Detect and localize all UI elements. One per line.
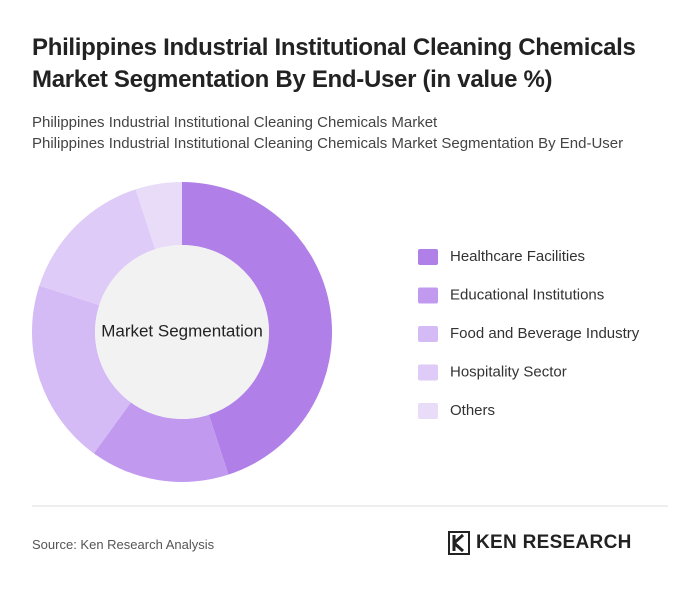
legend-swatch: [418, 364, 438, 381]
logo: KEN RESEARCH: [448, 531, 632, 555]
legend-swatch: [418, 403, 438, 419]
source: Source: Ken Research Analysis: [32, 537, 215, 552]
slice: [182, 182, 333, 475]
legend-label: Healthcare Facilities: [450, 248, 585, 265]
slice: [39, 189, 156, 306]
legend-swatch: [418, 287, 438, 304]
subtitle: Philippines Industrial Institutional Cle…: [32, 135, 624, 152]
slice: [135, 182, 182, 250]
legend-label: Educational Institutions: [450, 286, 604, 303]
legend-swatch: [418, 249, 438, 265]
legend-label: Hospitality Sector: [450, 363, 567, 380]
center-label: Market Segmentation: [101, 321, 263, 340]
legend-label: Food and Beverage Industry: [450, 325, 640, 342]
donut-center: [95, 245, 269, 419]
logo-icon: [448, 531, 470, 555]
legend-swatch: [418, 326, 438, 342]
logo-text: KEN RESEARCH: [476, 532, 632, 553]
legend-label: Others: [450, 402, 495, 419]
title: Philippines Industrial Institutional Cle…: [32, 34, 636, 93]
subtitle: Philippines Industrial Institutional Cle…: [32, 114, 438, 131]
slice: [93, 402, 229, 482]
slice: [32, 285, 131, 454]
